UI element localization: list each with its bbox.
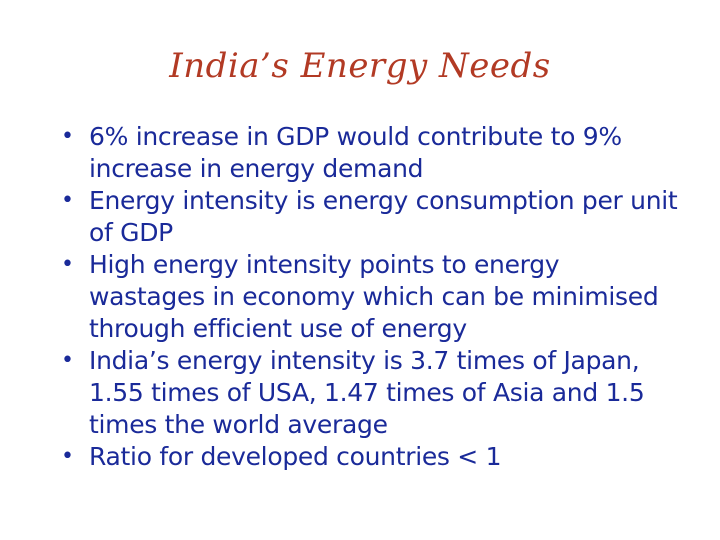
bullet-item-gdp-energy-demand: • 6% increase in GDP would contribute to… [58, 121, 678, 185]
bullet-text: 6% increase in GDP would contribute to 9… [89, 122, 622, 183]
slide-title: India’s Energy Needs [169, 46, 551, 86]
bullet-icon: • [61, 252, 74, 277]
bullet-item-developed-countries-ratio: • Ratio for developed countries < 1 [58, 441, 678, 473]
bullet-icon: • [61, 348, 74, 373]
bullet-item-high-intensity-wastage: • High energy intensity points to energy… [58, 249, 678, 345]
bullet-text: Energy intensity is energy consumption p… [89, 186, 678, 247]
bullet-text: High energy intensity points to energy w… [89, 250, 659, 343]
bullet-list: • 6% increase in GDP would contribute to… [58, 121, 678, 473]
bullet-icon: • [61, 188, 74, 213]
bullet-icon: • [61, 124, 74, 149]
bullet-item-india-intensity-comparison: • India’s energy intensity is 3.7 times … [58, 345, 678, 441]
bullet-text: India’s energy intensity is 3.7 times of… [89, 346, 645, 439]
bullet-text: Ratio for developed countries < 1 [89, 442, 502, 471]
bullet-icon: • [61, 444, 74, 469]
bullet-item-energy-intensity-definition: • Energy intensity is energy consumption… [58, 185, 678, 249]
